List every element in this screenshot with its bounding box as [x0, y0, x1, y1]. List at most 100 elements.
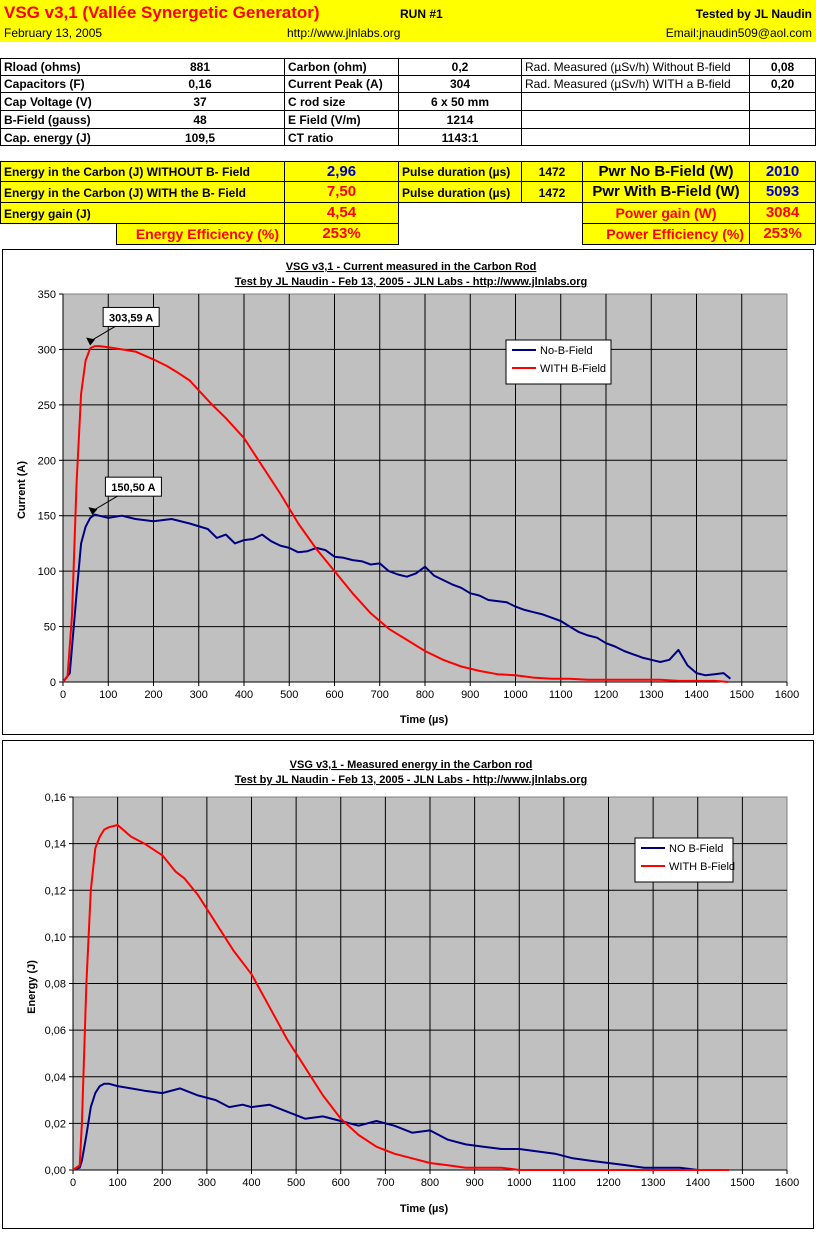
param-value: 0,16 — [188, 77, 212, 91]
rad-label: Rad. Measured (µSv/h) WITH a B-field — [525, 77, 731, 91]
series-line-with-b-field — [62, 345, 729, 683]
param-row: Capacitors (F) 0,16 Current Peak (A) 304… — [0, 75, 816, 92]
pwr-with-value: 5093 — [765, 183, 800, 200]
param-label: Capacitors (F) — [4, 77, 85, 91]
x-tick-label: 1200 — [594, 689, 618, 701]
param-row: Cap. energy (J) 109,5 CT ratio 1143:1 — [0, 128, 816, 146]
legend-box — [505, 339, 612, 385]
param-label: Current Peak (A) — [288, 77, 383, 91]
y-tick-label: 50 — [44, 622, 56, 634]
energy-chart: VSG v3,1 - Measured energy in the Carbon… — [26, 759, 799, 1215]
peak-annotation-box — [102, 306, 160, 327]
energy-chart-panel[interactable]: VSG v3,1 - Measured energy in the Carbon… — [2, 740, 814, 1229]
x-tick-label: 1100 — [549, 689, 573, 701]
energy-gain-value: 4,54 — [326, 204, 357, 221]
energy-with-label: Energy in the Carbon (J) WITH the B- Fie… — [4, 186, 247, 200]
legend-box — [634, 837, 734, 883]
pulse-duration-label: Pulse duration (µs) — [402, 165, 511, 179]
pwr-no-label: Pwr No B-Field (W) — [598, 163, 734, 180]
site-url[interactable]: http://www.jlnlabs.org — [287, 26, 401, 40]
energy-gain-label: Energy gain (J) — [4, 207, 91, 221]
report-title: VSG v3,1 (Vallée Synergetic Generator) — [4, 3, 320, 22]
y-axis-label: Energy (J) — [26, 960, 38, 1014]
chart-subtitle: Test by JL Naudin - Feb 13, 2005 - JLN L… — [235, 774, 587, 786]
y-tick-label: 0,08 — [45, 979, 66, 991]
current-chart: VSG v3,1 - Current measured in the Carbo… — [16, 261, 799, 726]
param-value: 0,2 — [451, 60, 469, 74]
series-line-no-b-field — [62, 513, 732, 683]
energy-without-label: Energy in the Carbon (J) WITHOUT B- Fiel… — [4, 165, 250, 179]
peak-annotation-label: 303,59 A — [109, 312, 153, 324]
chart-title: VSG v3,1 - Current measured in the Carbo… — [286, 261, 537, 273]
peak-annotation-arrowhead — [88, 507, 98, 516]
param-value: 37 — [193, 95, 207, 109]
x-tick-label: 900 — [465, 1177, 483, 1189]
chart-subtitle: Test by JL Naudin - Feb 13, 2005 - JLN L… — [235, 276, 587, 288]
x-tick-label: 1000 — [507, 1177, 531, 1189]
x-tick-label: 400 — [235, 689, 253, 701]
x-tick-label: 0 — [70, 1177, 76, 1189]
pulse-duration-value: 1472 — [538, 165, 566, 179]
y-tick-label: 100 — [38, 566, 56, 578]
param-value: 304 — [449, 77, 471, 91]
x-axis-label: Time (µs) — [400, 1203, 449, 1215]
y-tick-label: 350 — [38, 289, 56, 301]
current-chart-panel[interactable]: VSG v3,1 - Current measured in the Carbo… — [2, 249, 814, 735]
y-tick-label: 0 — [50, 677, 56, 689]
x-tick-label: 200 — [153, 1177, 171, 1189]
x-tick-label: 500 — [287, 1177, 305, 1189]
param-label: CT ratio — [288, 131, 334, 145]
x-tick-label: 600 — [325, 689, 343, 701]
param-label: Rload (ohms) — [4, 60, 81, 74]
report-header — [0, 0, 816, 42]
y-tick-label: 0,04 — [45, 1072, 66, 1084]
x-tick-label: 1000 — [503, 689, 527, 701]
legend-label: WITH B-Field — [669, 861, 735, 873]
param-row: B-Field (gauss) 48 E Field (V/m) 1214 — [0, 110, 816, 128]
x-tick-label: 1400 — [684, 689, 708, 701]
x-tick-label: 1600 — [775, 1177, 799, 1189]
y-tick-label: 0,02 — [45, 1118, 66, 1130]
x-tick-label: 400 — [242, 1177, 260, 1189]
x-tick-label: 1300 — [639, 689, 663, 701]
param-label: Cap. energy (J) — [4, 131, 91, 145]
param-value: 6 x 50 mm — [430, 95, 490, 109]
peak-annotation-arrow — [92, 326, 116, 340]
x-tick-label: 1300 — [641, 1177, 665, 1189]
energy-efficiency-label: Energy Efficiency (%) — [135, 226, 279, 242]
y-tick-label: 0,10 — [45, 932, 66, 944]
x-tick-label: 600 — [332, 1177, 350, 1189]
x-tick-label: 700 — [371, 689, 389, 701]
peak-annotation-box — [104, 476, 162, 497]
series-line-with-b-field — [72, 824, 729, 1171]
power-gain-label: Power gain (W) — [615, 205, 717, 221]
series-line-no-b-field — [72, 1082, 698, 1171]
param-value: 48 — [193, 113, 207, 127]
y-tick-label: 0,14 — [45, 839, 66, 851]
contact-email[interactable]: Email:jnaudin509@aol.com — [665, 26, 812, 40]
param-label: Carbon (ohm) — [288, 60, 367, 74]
y-axis-label: Current (A) — [16, 461, 28, 519]
param-label: C rod size — [288, 95, 346, 109]
param-value: 1214 — [446, 113, 474, 127]
legend-label: WITH B-Field — [540, 363, 606, 375]
rad-value: 0,20 — [770, 77, 795, 91]
y-tick-label: 300 — [38, 344, 56, 356]
y-tick-label: 200 — [38, 455, 56, 467]
x-tick-label: 0 — [60, 689, 66, 701]
x-tick-label: 300 — [198, 1177, 216, 1189]
y-tick-label: 0,16 — [45, 792, 66, 804]
param-label: Cap Voltage (V) — [4, 95, 92, 109]
x-tick-label: 900 — [461, 689, 479, 701]
report-date: February 13, 2005 — [4, 26, 103, 40]
pulse-duration-label: Pulse duration (µs) — [402, 186, 511, 200]
x-tick-label: 200 — [144, 689, 162, 701]
energy-with-value: 7,50 — [326, 183, 357, 200]
power-gain-value: 3084 — [765, 204, 800, 221]
energy-efficiency-value: 253% — [322, 225, 361, 242]
rad-label: Rad. Measured (µSv/h) Without B-field — [525, 60, 731, 74]
peak-annotation-arrowhead — [86, 337, 96, 346]
x-tick-label: 100 — [108, 1177, 126, 1189]
x-tick-label: 1500 — [730, 1177, 754, 1189]
y-tick-label: 250 — [38, 400, 56, 412]
